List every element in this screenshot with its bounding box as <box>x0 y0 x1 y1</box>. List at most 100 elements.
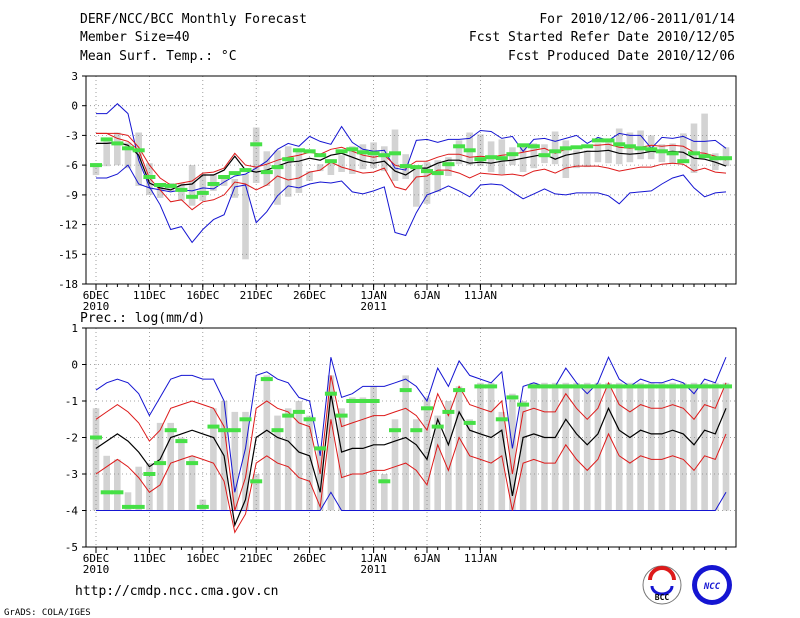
temp-line-upper <box>96 132 727 211</box>
prec-obs-bar-43 <box>551 382 559 511</box>
temp-obs-bar-48 <box>605 140 612 164</box>
prec-ytick-label-5: -4 <box>65 505 79 518</box>
prec-obs-bar-28 <box>391 419 399 511</box>
prec-line-min <box>96 491 727 511</box>
temp-obs-bar-31 <box>423 162 431 204</box>
temp-line-median <box>96 141 727 191</box>
prec-obs-bar-56 <box>690 382 698 511</box>
prec-obs-bar-35 <box>466 419 473 511</box>
prec-obs-bar-47 <box>594 382 602 511</box>
prec-ytick-label-3: -2 <box>65 432 78 445</box>
temp-obs-bar-22 <box>327 159 335 175</box>
prec-xtick-label-1: 11DEC <box>133 552 166 565</box>
prec-xtick-label-4: 26DEC <box>293 552 326 565</box>
website-url[interactable]: http://cmdp.ncc.cma.gov.cn <box>75 584 279 599</box>
temp-obs-bar-33 <box>445 157 452 176</box>
prec-obs-bar-59 <box>722 382 730 511</box>
temp-obs-bar-30 <box>413 166 420 207</box>
prec-obs-bar-48 <box>605 382 612 511</box>
prec-obs-bar-45 <box>573 382 580 511</box>
prec-xtick-label-6: 6JAN <box>414 552 441 565</box>
temp-plot-frame <box>85 75 737 285</box>
bcc-logo-text: BCC <box>655 593 670 602</box>
temp-obs-bar-19 <box>295 150 303 193</box>
temp-obs-bar-13 <box>231 179 239 198</box>
prec-obs-bar-14 <box>242 411 249 511</box>
temp-xtick-label-6: 6JAN <box>414 289 441 302</box>
prec-ytick-label-2: -1 <box>65 395 78 408</box>
prec-obs-bar-55 <box>680 382 687 511</box>
prec-year-label-0: 2010 <box>83 563 110 576</box>
ncc-logo-text: NCC <box>703 582 721 592</box>
prec-obs-bar-42 <box>541 382 548 511</box>
prec-obs-bar-39 <box>509 393 516 511</box>
temp-xtick-label-0: 6DEC <box>83 289 110 302</box>
temp-xtick-label-1: 11DEC <box>133 289 166 302</box>
precipitation-panel: 1 0 -1 -2 -3 -4 -5 6DEC 11DEC 16DEC 21DEC 26DEC 1JAN… <box>65 322 737 576</box>
prec-ytick-label-1: 0 <box>71 359 78 372</box>
prec-obs-bar-25 <box>359 397 367 511</box>
temp-obs-bar-17 <box>274 150 281 205</box>
prec-xtick-label-3: 21DEC <box>240 552 273 565</box>
temp-variable-label: Mean Surf. Temp.: °C <box>80 49 237 64</box>
temp-xtick-label-7: 11JAN <box>464 289 497 302</box>
prec-obs-bar-29 <box>402 375 409 511</box>
temp-line-min <box>96 125 727 193</box>
temp-ytick-label-7: -18 <box>58 278 78 291</box>
temp-obs-bar-9 <box>188 165 196 206</box>
prec-obs-bar-4 <box>135 466 142 511</box>
prec-obs-bar-51 <box>637 382 644 511</box>
prec-obs-bar-21 <box>316 448 324 511</box>
temperature-panel: 3 0 -3 -6 -9 -12 -15 -18 6DEC 11DEC 16DEC 21DEC 26DE… <box>58 70 737 313</box>
temp-obs-bar-1 <box>103 141 110 167</box>
prec-obs-bar-50 <box>626 382 634 511</box>
temp-xtick-label-5: 1JAN <box>360 289 387 302</box>
prec-obs-bar-32 <box>434 415 441 511</box>
prec-obs-bar-18 <box>284 408 292 511</box>
prec-xtick-label-7: 11JAN <box>464 552 497 565</box>
prec-obs-bar-6 <box>156 422 164 511</box>
prec-obs-bar-1 <box>103 455 110 511</box>
prec-obs-bar-20 <box>306 415 313 511</box>
temp-year-label-0: 2010 <box>83 300 110 313</box>
precip-variable-label: Prec.: log(mm/d) <box>80 311 205 326</box>
member-size-label: Member Size=40 <box>80 30 190 45</box>
temp-ytick-label-3: -6 <box>65 159 78 172</box>
temp-obs-bar-18 <box>284 146 292 197</box>
temp-obs-bar-49 <box>615 128 623 165</box>
prec-obs-bar-8 <box>178 437 185 511</box>
prec-obs-bar-23 <box>338 408 345 511</box>
prec-obs-bar-5 <box>146 463 153 511</box>
prec-obs-bar-33 <box>445 401 452 511</box>
prec-obs-bar-38 <box>498 411 506 511</box>
prec-obs-bar-9 <box>188 455 196 511</box>
chart-title: DERF/NCC/BCC Monthly Forecast <box>80 12 307 27</box>
grads-credit: GrADS: COLA/IGES <box>4 608 91 618</box>
temp-obs-bar-12 <box>220 176 228 186</box>
prec-obs-bar-57 <box>701 382 708 511</box>
temp-obs-bar-23 <box>338 155 345 172</box>
temp-obs-bar-14 <box>242 174 249 260</box>
prec-obs-bar-7 <box>167 422 174 511</box>
prec-obs-bar-31 <box>423 397 431 511</box>
fcst-produced-label: Fcst Produced Date 2010/12/06 <box>508 49 735 64</box>
prec-obs-bar-53 <box>658 382 666 511</box>
temp-obs-bar-27 <box>381 146 388 172</box>
prec-obs-bar-54 <box>669 382 676 511</box>
bcc-logo: BCC <box>642 565 682 605</box>
forecast-period-label: For 2010/12/06-2011/01/14 <box>539 12 735 27</box>
bcc-logo-arc-blue <box>650 585 674 596</box>
temp-obs-bar-32 <box>434 160 441 192</box>
temp-obs-bar-15 <box>252 127 260 183</box>
temp-obs-bar-39 <box>509 147 516 166</box>
temp-obs-bar-52 <box>647 135 655 160</box>
temp-obs-bar-24 <box>349 146 356 174</box>
prec-obs-bar-2 <box>114 459 121 511</box>
prec-obs-bar-27 <box>381 474 388 511</box>
prec-xtick-label-0: 6DEC <box>83 552 110 565</box>
temp-obs-bar-36 <box>477 134 484 167</box>
ncc-logo: NCC <box>692 565 732 605</box>
temp-ytick-label-1: 0 <box>71 100 78 113</box>
fcst-started-label: Fcst Started Refer Date 2010/12/05 <box>469 30 735 45</box>
prec-xtick-label-5: 1JAN <box>360 552 387 565</box>
